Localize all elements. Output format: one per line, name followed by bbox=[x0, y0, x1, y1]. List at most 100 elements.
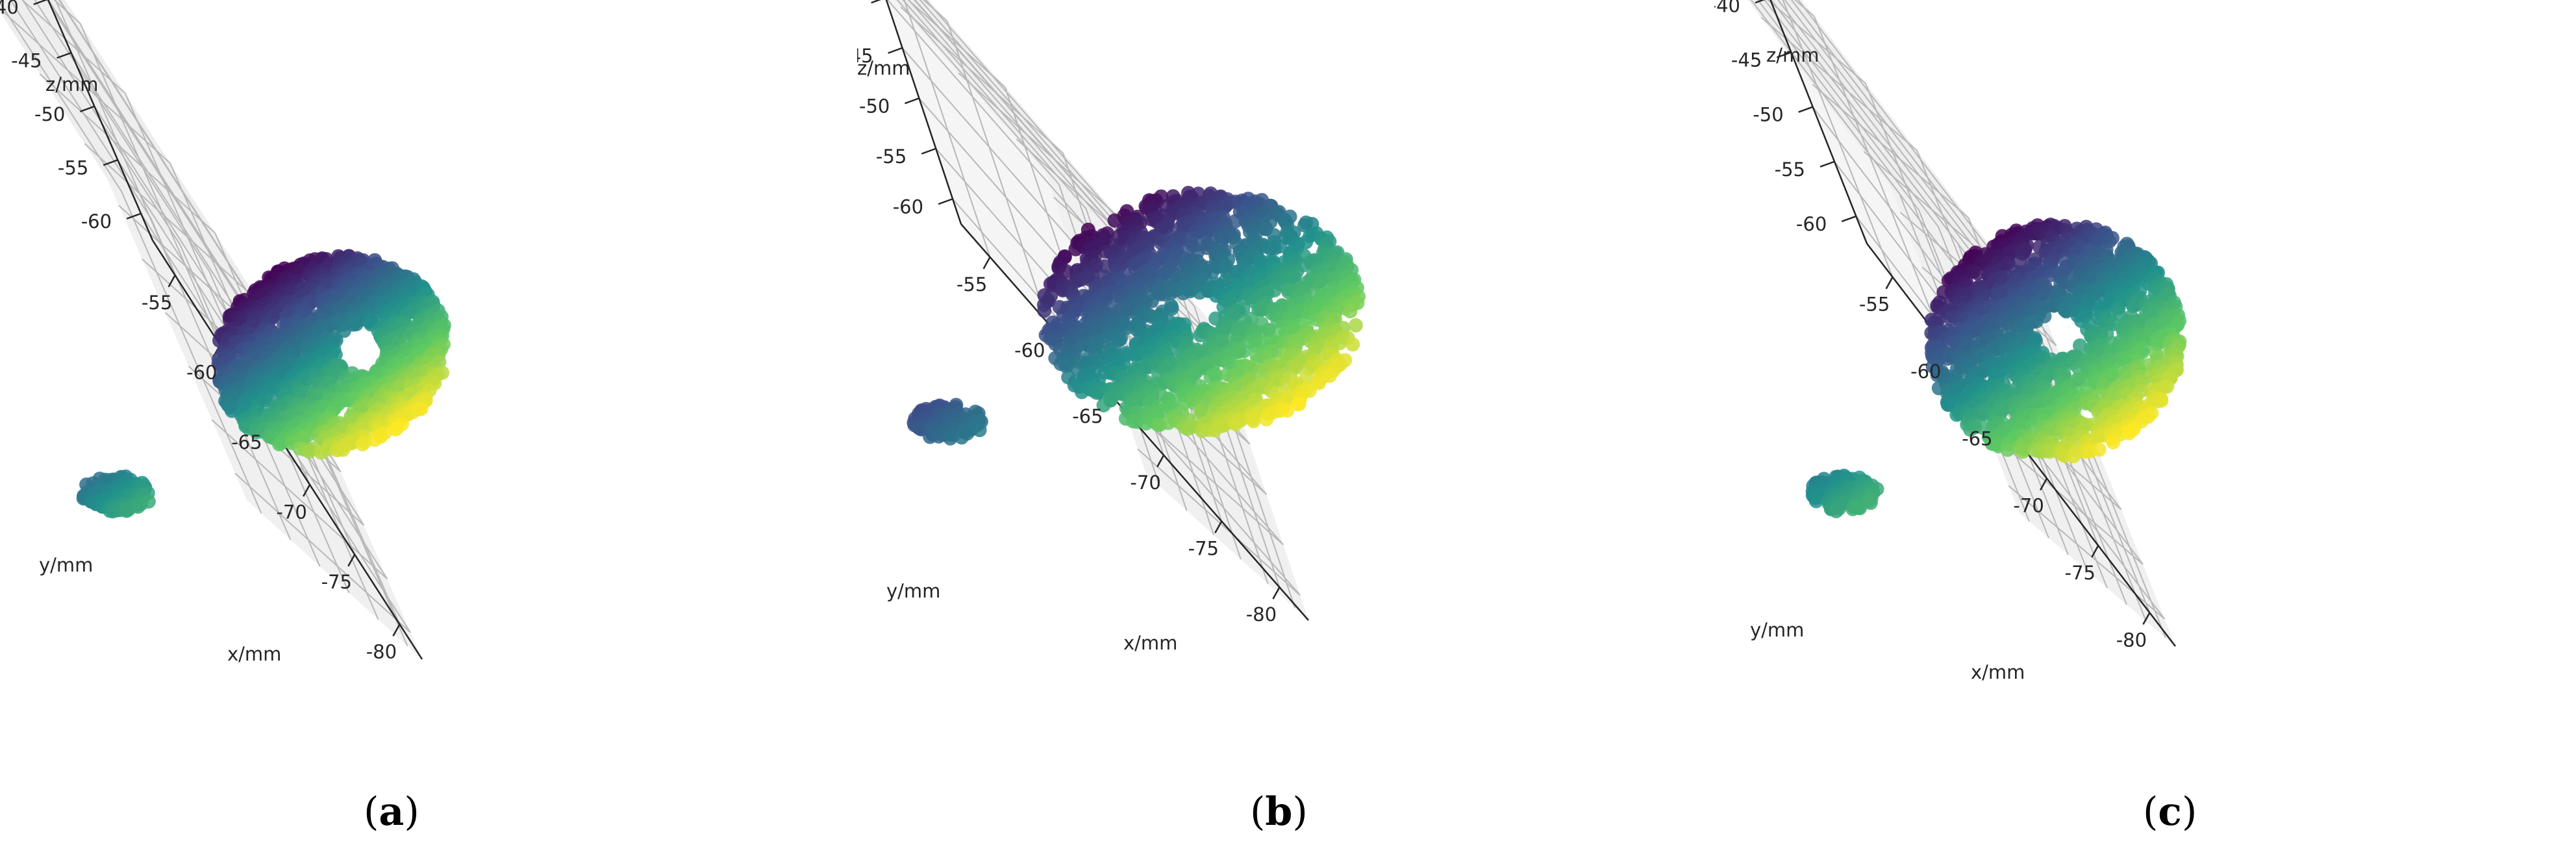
grid-line bbox=[900, 6, 1064, 154]
y-axis-line bbox=[885, 0, 962, 225]
data-point bbox=[272, 437, 286, 451]
x-tick-label: -55 bbox=[1859, 294, 1890, 316]
x-tick-mark bbox=[2142, 612, 2151, 625]
grid-line bbox=[58, 0, 269, 325]
x-tick-label: -75 bbox=[1188, 538, 1219, 560]
y-tick-label: -55 bbox=[58, 157, 88, 179]
data-point bbox=[349, 317, 364, 332]
y-tick-label: -50 bbox=[34, 103, 65, 125]
axis-labels: z/mmy/mmx/mm bbox=[857, 57, 1177, 654]
y-axis-label: y/mm bbox=[886, 580, 940, 602]
grid-line bbox=[1767, 0, 1866, 84]
point-cloud bbox=[1805, 218, 2187, 518]
x-axis-line bbox=[151, 240, 423, 660]
x-tick-label: -70 bbox=[276, 501, 306, 523]
y-axis-line bbox=[1769, 0, 1868, 244]
data-point bbox=[2121, 426, 2136, 440]
data-point bbox=[435, 365, 449, 380]
y-tick-mark bbox=[888, 47, 903, 54]
grid-line bbox=[946, 21, 1049, 323]
x-tick-mark bbox=[2091, 545, 2099, 558]
pane bbox=[1747, 0, 2045, 318]
data-point bbox=[2106, 435, 2121, 449]
data-point bbox=[1037, 303, 1052, 318]
grid-line bbox=[896, 0, 1060, 185]
x-tick-label: -60 bbox=[1910, 360, 1941, 383]
y-tick-mark bbox=[1776, 51, 1792, 58]
data-point bbox=[414, 401, 429, 416]
grid-line bbox=[1784, 0, 1997, 277]
x-tick-label: -80 bbox=[2116, 629, 2147, 651]
grid-line bbox=[903, 0, 991, 258]
y-tick-mark bbox=[921, 147, 936, 155]
grid-line bbox=[1137, 448, 1301, 596]
x-tick-label: -65 bbox=[1072, 405, 1103, 427]
x-tick-label: -75 bbox=[2065, 562, 2095, 584]
point-cloud bbox=[76, 249, 451, 519]
tick-labels: -55-60-65-70-75-80-60-55-50-45-40-35-5-1… bbox=[857, 45, 1277, 625]
caption-a: (a) bbox=[364, 789, 419, 835]
grid-line bbox=[919, 0, 1168, 283]
data-point bbox=[1259, 412, 1274, 427]
y-tick-label: -45 bbox=[11, 49, 42, 71]
x-tick-mark bbox=[2039, 478, 2048, 491]
grid-line bbox=[1790, 0, 2017, 294]
y-tick-mark bbox=[904, 97, 919, 105]
y-tick-mark bbox=[126, 212, 142, 220]
z-axis-label: z/mm bbox=[857, 57, 910, 79]
x-tick-label: -65 bbox=[1962, 427, 1992, 449]
y-tick-mark bbox=[1841, 215, 1857, 223]
y-tick-mark bbox=[1755, 0, 1766, 4]
x-tick-label: -70 bbox=[1130, 472, 1160, 494]
subplot-c: -55-60-65-70-75-80-60-55-50-45-40-35-4-6… bbox=[1714, 0, 2571, 858]
data-point bbox=[1208, 368, 1223, 383]
y-axis-line bbox=[47, 0, 154, 241]
x-tick-label: -60 bbox=[186, 361, 217, 383]
x-tick-label: -80 bbox=[1246, 603, 1277, 625]
x-tick-mark bbox=[1156, 455, 1165, 468]
data-point bbox=[972, 423, 987, 438]
y-tick-label: -60 bbox=[893, 196, 923, 218]
data-point bbox=[1853, 501, 1868, 516]
y-tick-label: -45 bbox=[1731, 49, 1762, 71]
data-point bbox=[2016, 444, 2030, 459]
data-point bbox=[336, 323, 351, 338]
y-tick-mark bbox=[56, 52, 72, 59]
data-point bbox=[1863, 496, 1878, 511]
data-point bbox=[1302, 383, 1317, 398]
x-tick-label: -65 bbox=[231, 431, 262, 453]
data-point bbox=[1280, 403, 1295, 418]
grid-line bbox=[0, 8, 171, 164]
point-cloud bbox=[907, 186, 1366, 446]
data-point bbox=[1096, 398, 1111, 412]
data-point bbox=[955, 430, 969, 445]
data-point bbox=[2160, 379, 2175, 394]
data-point bbox=[1808, 494, 1823, 509]
grid-line bbox=[1797, 0, 2036, 310]
data-point bbox=[1273, 239, 1288, 254]
data-point bbox=[373, 429, 388, 444]
y-tick-mark bbox=[1819, 160, 1835, 168]
grid-line bbox=[79, 23, 221, 346]
grid-line bbox=[2008, 485, 2165, 620]
data-point bbox=[2073, 338, 2087, 353]
grid-line bbox=[9, 0, 152, 219]
data-point bbox=[1236, 344, 1251, 359]
data-point bbox=[2154, 393, 2169, 408]
x-tick-label: -60 bbox=[1014, 340, 1045, 362]
grid-line bbox=[902, 0, 1087, 209]
data-point bbox=[943, 431, 958, 446]
caption-c: (c) bbox=[2143, 789, 2197, 835]
grid-line bbox=[1760, 16, 1918, 151]
grid-line bbox=[1757, 0, 1919, 211]
data-point bbox=[1144, 294, 1159, 309]
y-tick-label: -55 bbox=[876, 145, 907, 168]
grid-line bbox=[958, 72, 1121, 220]
x-tick-label: -75 bbox=[321, 571, 352, 593]
x-tick-mark bbox=[1214, 520, 1223, 534]
x-tick-label: -70 bbox=[2013, 495, 2044, 517]
data-point bbox=[1348, 318, 1363, 333]
data-point bbox=[1970, 266, 1985, 281]
tick-labels: -55-60-65-70-75-80-60-55-50-45-40-35-4-6… bbox=[1714, 0, 2147, 651]
grid-line bbox=[21, 0, 181, 246]
